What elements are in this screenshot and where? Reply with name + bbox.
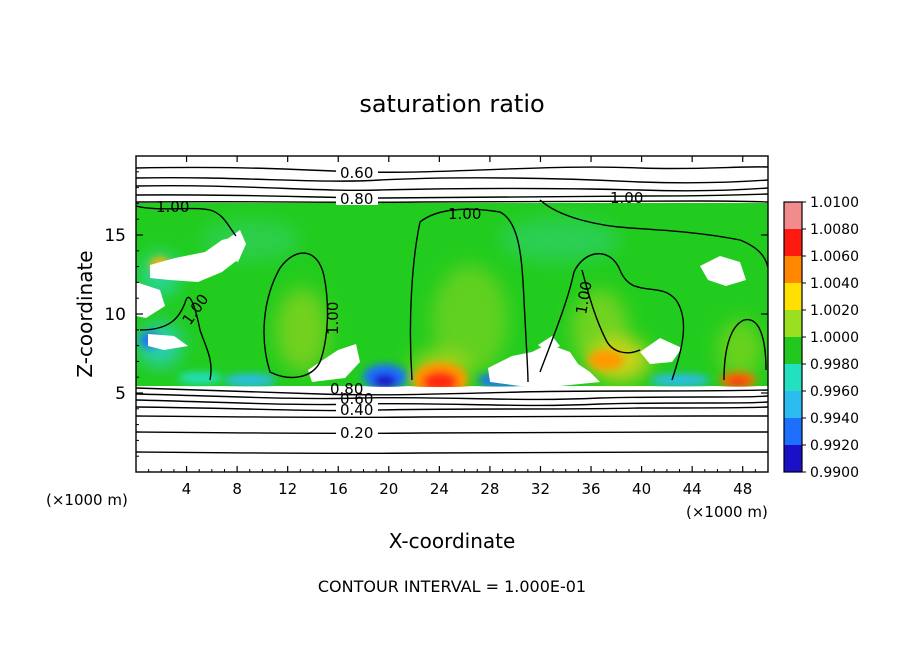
x-tick-label: 28 [480, 480, 499, 498]
colorbar-swatch [784, 391, 802, 418]
colorbar-tick-label: 1.0080 [810, 222, 859, 238]
y-tick-label: 10 [104, 305, 126, 325]
contour-label: 0.80 [340, 190, 373, 208]
colorbar-tick-label: 1.0100 [810, 195, 859, 211]
colorbar-swatch [784, 310, 802, 337]
chart-title: saturation ratio [359, 90, 544, 118]
x-tick-label: 12 [278, 480, 297, 498]
colorbar-swatch [784, 364, 802, 391]
contour-lines [136, 166, 768, 455]
contour-label: 0.20 [340, 424, 373, 442]
x-unit-label-left: (×1000 m) [46, 491, 128, 509]
contour-label: 0.40 [340, 401, 373, 419]
contour-label: 0.80 [330, 380, 363, 398]
contour-label: 0.60 [340, 164, 373, 182]
colorbar-tick-label: 1.0000 [810, 330, 859, 346]
colorbar-swatch [784, 445, 802, 472]
x-tick-label: 4 [182, 480, 192, 498]
saturation-field [136, 203, 768, 387]
x-tick-label: 16 [329, 480, 348, 498]
x-tick-label: 20 [379, 480, 398, 498]
contour-label: 1.00 [448, 205, 481, 223]
colorbar-tick-label: 0.9900 [810, 465, 859, 481]
contour-label-group: 0.60 0.80 1.00 1.00 1.00 1.00 1.00 1.00 … [156, 164, 643, 442]
colorbar: 0.9900 0.9920 0.9940 0.9960 0.9980 1.0000 1.00… [783, 195, 859, 481]
contour-label: 1.00 [156, 198, 189, 216]
colorbar-swatch [784, 418, 802, 445]
colorbar-tick-label: 0.9960 [810, 384, 859, 400]
y-tick-label: 15 [104, 226, 126, 246]
contour-interval-note: CONTOUR INTERVAL = 1.000E-01 [318, 577, 586, 596]
plot-area: 0.60 0.80 1.00 1.00 1.00 1.00 1.00 1.00 … [136, 156, 768, 472]
y-axis-label: Z-coordinate [73, 250, 97, 377]
colorbar-swatch [784, 256, 802, 283]
x-tick-label: 44 [683, 480, 702, 498]
contour-label: 1.00 [572, 280, 596, 316]
contour-label: 1.00 [324, 302, 342, 335]
x-axis-ticks: 4 8 12 16 20 24 28 32 36 40 44 48 [148, 156, 756, 498]
colorbar-tick-label: 1.0060 [810, 249, 859, 265]
colorbar-tick-label: 1.0040 [810, 276, 859, 292]
x-tick-label: 40 [632, 480, 651, 498]
x-tick-label: 48 [733, 480, 752, 498]
y-tick-label: 5 [115, 384, 126, 404]
x-tick-label: 8 [232, 480, 242, 498]
colorbar-tick-label: 0.9940 [810, 411, 859, 427]
contour-label: 1.00 [610, 189, 643, 207]
contour-label: 0.60 [340, 390, 373, 408]
colorbar-tick-label: 1.0020 [810, 303, 859, 319]
colorbar-swatch [784, 283, 802, 310]
x-axis-label: X-coordinate [389, 529, 516, 553]
white-gaps [136, 230, 746, 386]
x-tick-label: 36 [581, 480, 600, 498]
colorbar-tick-label: 0.9980 [810, 357, 859, 373]
x-tick-label: 32 [531, 480, 550, 498]
x-tick-label: 24 [430, 480, 449, 498]
colorbar-swatch [784, 202, 802, 229]
colorbar-swatch [784, 229, 802, 256]
y-axis-ticks: 5 10 15 [104, 171, 768, 457]
colorbar-tick-label: 0.9920 [810, 438, 859, 454]
x-unit-label-right: (×1000 m) [686, 503, 768, 521]
colorbar-swatch [784, 337, 802, 364]
